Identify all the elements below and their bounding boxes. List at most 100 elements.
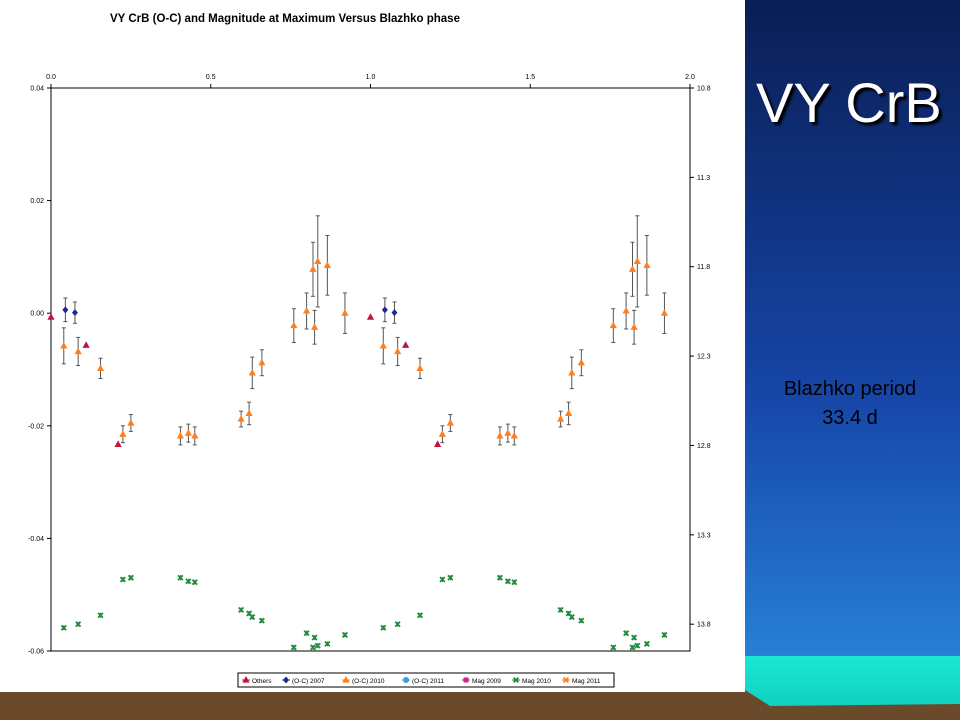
legend-label: (O-C) 2011 bbox=[412, 678, 444, 685]
brown-band bbox=[0, 690, 960, 720]
data-point-mag-2010 bbox=[303, 630, 310, 637]
data-point-others bbox=[114, 440, 122, 447]
data-point-o-c-2010 bbox=[609, 321, 617, 329]
chart-panel bbox=[0, 0, 745, 692]
data-point-mag-2010 bbox=[119, 576, 126, 583]
data-point-o-c-2007 bbox=[62, 306, 69, 314]
data-point-o-c-2010 bbox=[341, 309, 349, 316]
data-point-others bbox=[47, 313, 55, 320]
data-point-mag-2010 bbox=[511, 579, 518, 586]
legend-label: Mag 2011 bbox=[572, 678, 601, 685]
y-left-tick-label: 0.02 bbox=[30, 198, 44, 205]
data-point-o-c-2010 bbox=[394, 347, 402, 355]
legend-marker-mag-2009 bbox=[463, 677, 469, 683]
data-point-mag-2010 bbox=[324, 640, 331, 647]
data-point-mag-2010 bbox=[380, 624, 387, 631]
data-point-o-c-2010 bbox=[237, 415, 245, 422]
data-point-o-c-2010 bbox=[176, 431, 184, 439]
y-right-tick-label: 10.8 bbox=[697, 86, 711, 93]
legend-label: Mag 2010 bbox=[522, 678, 551, 685]
data-point-mag-2010 bbox=[97, 612, 104, 619]
data-point-mag-2010 bbox=[311, 634, 318, 641]
data-point-mag-2010 bbox=[341, 631, 348, 638]
legend-marker-o-c-2011 bbox=[403, 677, 409, 683]
y-right-tick-label: 12.3 bbox=[697, 354, 711, 361]
blazhko-period-value: 33.4 d bbox=[822, 407, 878, 429]
data-point-o-c-2010 bbox=[628, 265, 637, 272]
data-point-o-c-2010 bbox=[191, 431, 199, 439]
data-point-o-c-2010 bbox=[310, 323, 319, 330]
data-point-mag-2010 bbox=[631, 634, 638, 641]
data-point-others bbox=[402, 341, 410, 348]
blazhko-period-label: Blazhko period bbox=[783, 378, 917, 400]
data-point-o-c-2010 bbox=[290, 321, 298, 329]
data-point-mag-2010 bbox=[191, 579, 198, 586]
data-point-mag-2010 bbox=[504, 578, 511, 585]
y-left-tick-label: 0.00 bbox=[30, 311, 44, 318]
x-tick-label: 1.5 bbox=[525, 74, 535, 81]
plot-area bbox=[50, 87, 691, 652]
data-point-o-c-2007 bbox=[391, 309, 398, 317]
legend-marker-o-c-2007 bbox=[283, 676, 289, 684]
data-point-mag-2010 bbox=[290, 644, 297, 651]
legend-box bbox=[237, 672, 615, 688]
data-point-mag-2010 bbox=[185, 578, 192, 585]
data-point-o-c-2010 bbox=[127, 418, 135, 426]
legend-marker-mag-2011 bbox=[562, 676, 570, 684]
chart: VY CrB (O-C) and Magnitude at Maximum Ve… bbox=[28, 13, 711, 688]
legend-marker-others bbox=[242, 676, 250, 683]
data-point-o-c-2010 bbox=[303, 306, 311, 314]
data-point-o-c-2010 bbox=[60, 341, 68, 349]
data-point-o-c-2010 bbox=[496, 431, 504, 439]
y-right-tick-label: 12.8 bbox=[697, 443, 711, 450]
data-point-o-c-2010 bbox=[438, 430, 446, 437]
data-point-o-c-2010 bbox=[309, 265, 317, 272]
data-point-mag-2010 bbox=[439, 576, 446, 583]
data-point-o-c-2010 bbox=[416, 364, 424, 371]
data-point-o-c-2007 bbox=[71, 309, 78, 317]
x-tick-label: 0.0 bbox=[46, 74, 56, 81]
data-point-o-c-2010 bbox=[577, 358, 585, 366]
x-tick-label: 1.0 bbox=[366, 74, 376, 81]
data-point-o-c-2010 bbox=[96, 364, 105, 371]
data-point-mag-2010 bbox=[447, 574, 454, 581]
data-point-o-c-2010 bbox=[119, 430, 127, 437]
data-point-o-c-2010 bbox=[633, 257, 641, 265]
data-point-mag-2010 bbox=[249, 614, 256, 621]
y-right-tick-label: 11.3 bbox=[697, 175, 710, 182]
legend-marker-o-c-2010 bbox=[342, 676, 350, 683]
data-point-mag-2010 bbox=[557, 606, 564, 613]
y-right-tick-label: 13.8 bbox=[697, 622, 711, 629]
data-point-o-c-2010 bbox=[660, 309, 669, 316]
data-point-o-c-2010 bbox=[248, 368, 256, 376]
data-point-o-c-2010 bbox=[184, 429, 192, 436]
data-point-o-c-2010 bbox=[258, 358, 266, 366]
chart-title: VY CrB (O-C) and Magnitude at Maximum Ve… bbox=[110, 13, 460, 25]
data-point-mag-2010 bbox=[623, 630, 630, 637]
data-point-mag-2010 bbox=[60, 624, 67, 631]
data-point-mag-2010 bbox=[416, 612, 424, 619]
data-point-mag-2010 bbox=[634, 642, 641, 649]
data-point-o-c-2010 bbox=[74, 347, 82, 355]
data-point-mag-2010 bbox=[629, 644, 636, 651]
y-right-tick-label: 13.3 bbox=[697, 532, 711, 539]
data-point-o-c-2010 bbox=[557, 415, 565, 422]
data-point-o-c-2007 bbox=[381, 306, 388, 314]
data-point-mag-2010 bbox=[610, 644, 617, 651]
data-point-o-c-2010 bbox=[446, 418, 454, 426]
y-left-tick-label: 0.04 bbox=[30, 86, 44, 93]
legend-label: Others bbox=[252, 678, 272, 685]
data-point-mag-2010 bbox=[661, 631, 668, 638]
data-point-o-c-2010 bbox=[245, 409, 253, 417]
data-point-o-c-2010 bbox=[510, 431, 518, 439]
data-point-mag-2010 bbox=[314, 642, 321, 649]
data-point-o-c-2010 bbox=[630, 323, 638, 330]
x-tick-label: 2.0 bbox=[685, 74, 695, 81]
data-point-mag-2010 bbox=[496, 574, 503, 581]
y-left-tick-label: -0.04 bbox=[28, 536, 44, 543]
y-left-tick-label: -0.02 bbox=[28, 423, 44, 430]
data-point-o-c-2010 bbox=[314, 257, 322, 265]
slide-title: VY CrB bbox=[756, 71, 942, 134]
data-point-o-c-2010 bbox=[568, 368, 576, 376]
data-point-o-c-2010 bbox=[323, 261, 331, 268]
